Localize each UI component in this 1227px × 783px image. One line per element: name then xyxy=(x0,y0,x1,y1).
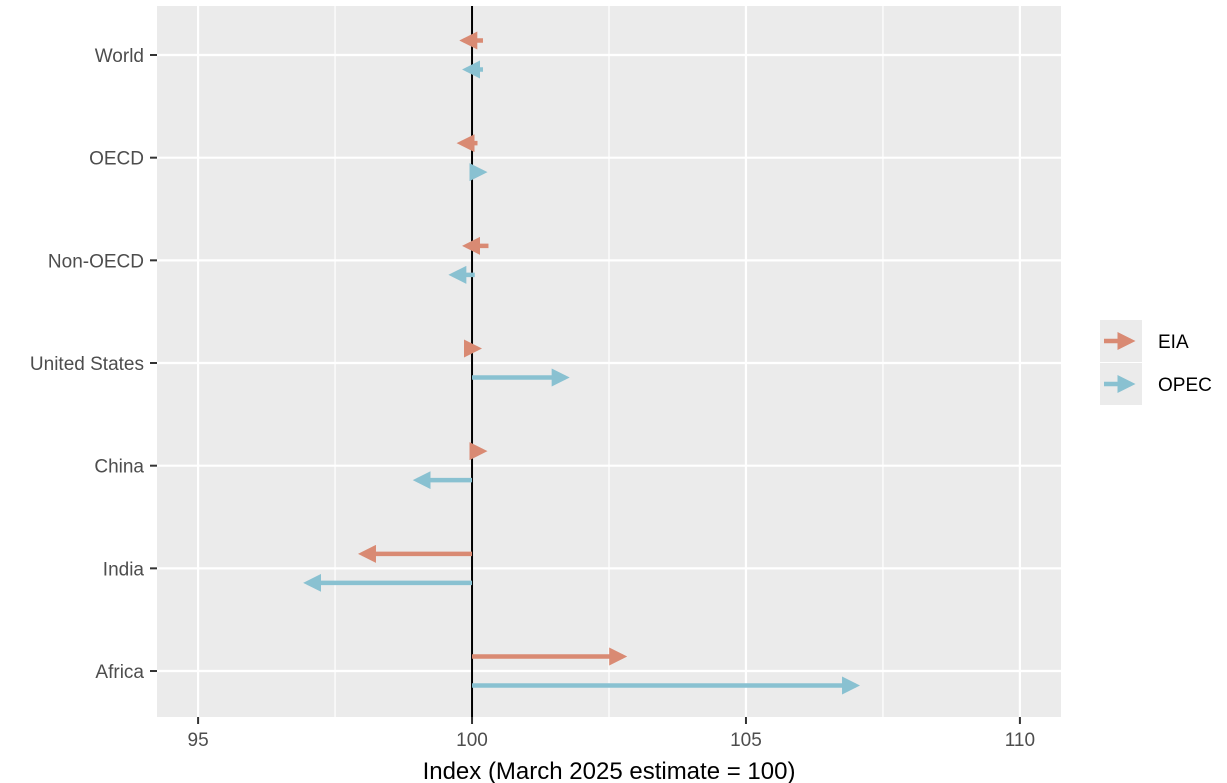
x-tick-label: 110 xyxy=(1005,730,1035,751)
x-axis-title: Index (March 2025 estimate = 100) xyxy=(423,758,796,783)
x-tick-label: 105 xyxy=(730,730,762,751)
y-tick-label: India xyxy=(103,559,145,580)
y-tick-label: China xyxy=(94,457,144,478)
y-tick-label: Non-OECD xyxy=(48,251,144,272)
legend: EIA OPEC xyxy=(1100,320,1212,405)
legend-label-eia: EIA xyxy=(1158,332,1189,353)
major-gridlines xyxy=(157,6,1061,717)
y-tick-label: World xyxy=(95,46,144,67)
minor-gridlines xyxy=(334,6,884,717)
x-tick-label: 100 xyxy=(456,730,488,751)
y-tick-label: Africa xyxy=(95,662,144,683)
x-tick-label: 95 xyxy=(188,730,209,751)
arrow-marks xyxy=(303,31,861,695)
y-axis: World OECD Non-OECD United States China India… xyxy=(30,46,157,683)
y-tick-label: OECD xyxy=(89,149,144,170)
y-tick-label: United States xyxy=(30,354,144,375)
x-axis: 95 100 105 110 xyxy=(188,717,1035,751)
legend-label-opec: OPEC xyxy=(1158,375,1212,396)
